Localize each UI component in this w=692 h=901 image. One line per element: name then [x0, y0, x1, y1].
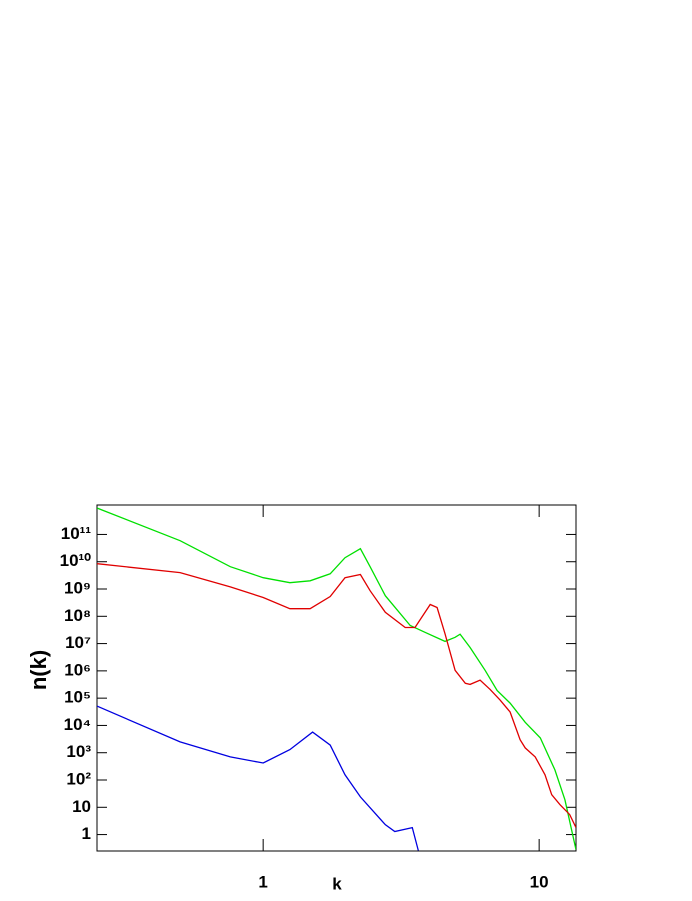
- y-tick-label: 10⁵: [64, 688, 91, 707]
- plot-frame: [96, 504, 577, 852]
- x-tick-label: 10: [530, 872, 549, 891]
- y-tick-label: 10¹⁰: [60, 551, 92, 570]
- series-line: [97, 563, 576, 828]
- series-line: [97, 705, 419, 851]
- series-line: [97, 507, 576, 850]
- y-tick-label: 10: [72, 797, 91, 816]
- y-tick-label: 10³: [66, 742, 91, 761]
- y-tick-label: 10¹¹: [61, 524, 92, 543]
- x-tick-label: 1: [258, 872, 267, 891]
- y-tick-label: 10⁷: [65, 633, 91, 652]
- y-tick-label: 10⁹: [64, 578, 91, 597]
- y-tick-label: 10²: [66, 769, 91, 788]
- y-tick-label: 10⁶: [64, 660, 91, 679]
- y-axis-label: n(k): [26, 650, 51, 690]
- y-tick-label: 10⁴: [64, 715, 91, 734]
- y-tick-label: 1: [82, 824, 91, 843]
- x-axis-label: k: [332, 874, 342, 893]
- y-tick-label: 10⁸: [64, 606, 91, 625]
